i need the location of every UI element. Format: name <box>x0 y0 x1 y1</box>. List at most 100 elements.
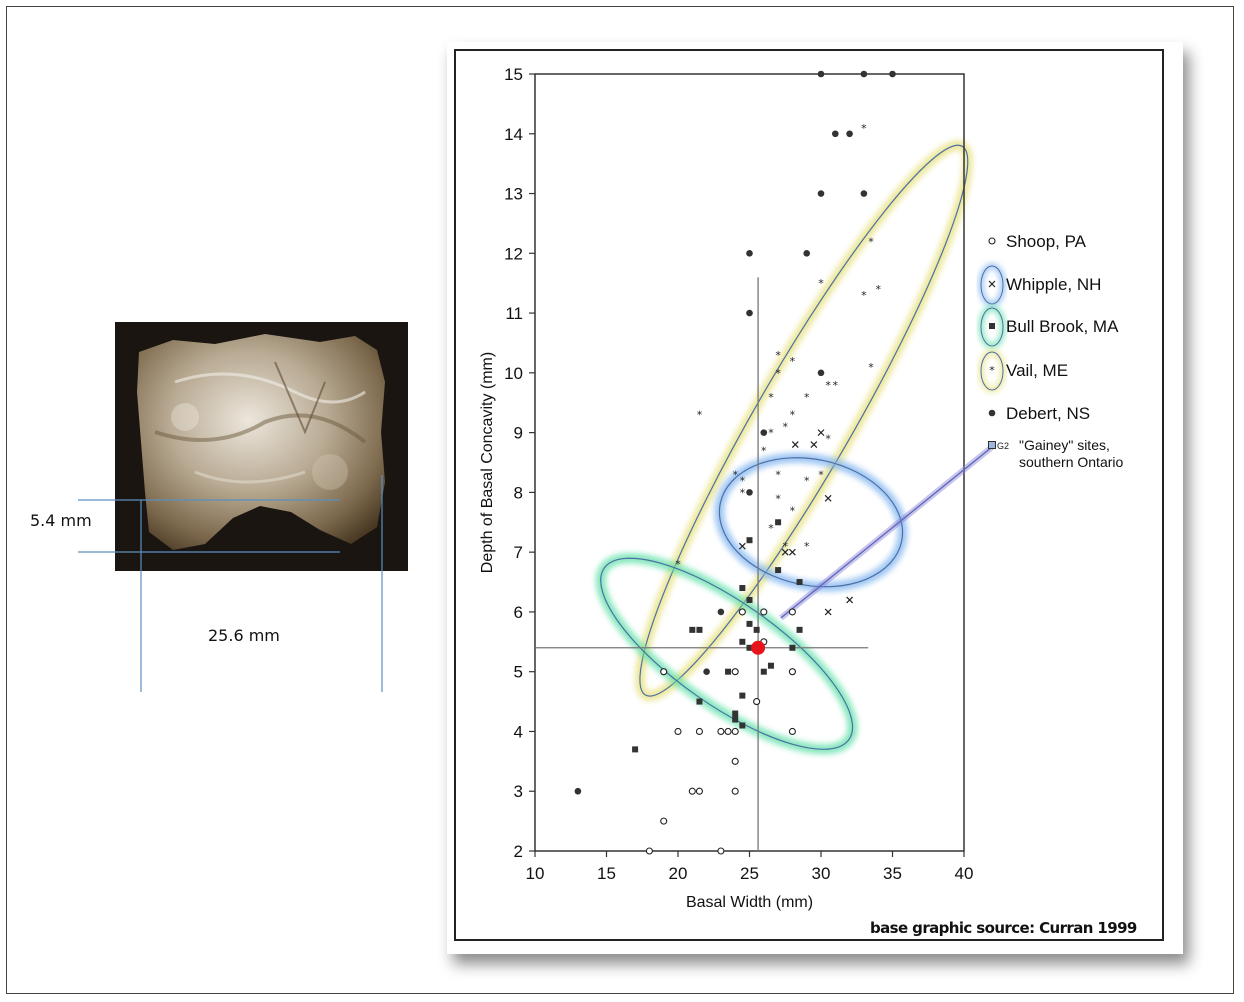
data-point <box>739 585 746 592</box>
data-point <box>695 727 703 736</box>
data-point <box>696 626 703 633</box>
data-point <box>731 757 739 765</box>
data-point-b <box>817 429 825 437</box>
data-point <box>788 608 796 616</box>
data-point <box>860 190 868 197</box>
series-bull-brook-ma <box>632 519 803 753</box>
data-point <box>760 668 767 675</box>
data-point-b <box>788 548 796 556</box>
data-point: * <box>833 379 839 392</box>
data-point <box>796 579 803 586</box>
data-point <box>753 626 760 633</box>
data-point <box>803 250 810 257</box>
series-vail-me: ** ******** ** ******* *** * ******** <box>675 122 881 571</box>
legend-marker <box>989 323 995 329</box>
legend-label: Vail, ME <box>1006 361 1068 380</box>
data-point <box>717 727 725 736</box>
data-point <box>732 716 739 723</box>
data-point <box>746 489 753 496</box>
data-point <box>746 250 753 257</box>
data-point <box>788 548 796 556</box>
data-point <box>660 668 668 676</box>
chart-border <box>454 49 1164 941</box>
data-point <box>732 710 739 717</box>
figure-frame <box>6 6 1234 994</box>
data-point-b <box>791 441 799 448</box>
data-point: * <box>868 361 874 374</box>
data-point <box>788 727 796 736</box>
data-point <box>746 620 753 627</box>
data-point: * <box>790 355 796 368</box>
data-point <box>738 542 746 550</box>
data-point: * <box>818 277 824 290</box>
gainey-pointer-line <box>780 446 993 619</box>
depth-measurement-label: 5.4 mm <box>30 511 92 530</box>
y-tick-label: 7 <box>514 543 523 562</box>
data-point <box>725 668 732 675</box>
whipple-ellipse <box>714 452 908 592</box>
data-point <box>696 698 703 705</box>
data-point <box>846 130 853 138</box>
x-tick-label: 30 <box>812 864 831 883</box>
y-tick-label: 5 <box>514 663 523 682</box>
data-point <box>817 70 825 78</box>
data-point: * <box>783 540 789 553</box>
data-point: * <box>697 409 703 422</box>
data-point <box>695 787 703 795</box>
data-point <box>739 722 746 729</box>
data-point: * <box>783 421 789 434</box>
bull-brook-ellipse <box>595 553 858 755</box>
data-point <box>717 608 725 616</box>
legend-marker <box>988 280 996 288</box>
legend-ring <box>980 307 1004 347</box>
data-point-b <box>781 548 789 556</box>
data-point: * <box>775 367 781 380</box>
legend-marker: * <box>989 364 995 377</box>
data-point <box>753 698 761 706</box>
data-point <box>746 596 753 603</box>
data-point <box>645 847 653 855</box>
data-point: * <box>768 522 774 535</box>
legend-marker <box>988 441 996 449</box>
data-point <box>817 190 825 197</box>
data-point <box>760 608 768 616</box>
data-point <box>817 429 825 437</box>
y-tick-label: 4 <box>514 722 523 741</box>
data-point <box>824 494 832 502</box>
bull-brook-ellipse-outline <box>600 557 854 750</box>
data-point: * <box>790 409 796 422</box>
data-point: * <box>675 558 681 571</box>
width-measurement-label: 25.6 mm <box>208 626 280 645</box>
data-point: * <box>740 474 746 487</box>
data-point <box>789 644 796 651</box>
y-tick-label: 8 <box>514 483 523 502</box>
data-point <box>746 537 753 544</box>
legend-marker <box>988 409 996 417</box>
x-tick-label: 25 <box>740 864 759 883</box>
data-point: * <box>804 391 810 404</box>
data-point <box>731 727 739 736</box>
y-tick-label: 10 <box>504 364 523 383</box>
data-point: * <box>775 492 781 505</box>
data-point <box>703 668 710 675</box>
y-tick-label: 9 <box>514 424 523 443</box>
legend-code: G2 <box>997 441 1009 451</box>
data-point <box>738 608 746 616</box>
artifact-photo <box>115 322 408 571</box>
y-tick-label: 3 <box>514 782 523 801</box>
data-point: * <box>875 283 881 296</box>
data-point: * <box>804 540 810 553</box>
data-point: * <box>761 445 767 458</box>
data-point: * <box>768 391 774 404</box>
data-point <box>846 596 854 604</box>
data-point <box>731 668 739 676</box>
data-point: * <box>775 468 781 481</box>
legend-item: G2 "Gainey" sites,southern Ontario <box>988 437 1123 470</box>
data-point <box>788 668 796 676</box>
y-tick-label: 13 <box>504 185 523 204</box>
data-point-b <box>824 608 832 616</box>
x-tick-label: 20 <box>669 864 688 883</box>
data-point <box>781 548 789 556</box>
data-point <box>731 787 739 795</box>
data-point <box>817 369 825 377</box>
